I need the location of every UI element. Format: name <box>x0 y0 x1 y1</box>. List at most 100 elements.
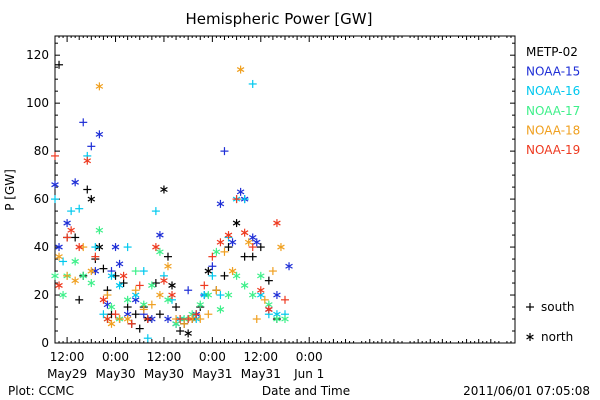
star-stroke <box>164 316 172 322</box>
data-point-south <box>176 315 185 324</box>
data-point-south <box>248 79 257 88</box>
data-point-north <box>148 315 156 324</box>
x-tick-date-label: May30 <box>144 367 184 381</box>
x-tick-date-label: May30 <box>95 367 135 381</box>
star-stroke <box>87 196 96 202</box>
data-point-south <box>75 295 84 304</box>
star-stroke <box>55 282 63 288</box>
chart-title: Hemispheric Power [GW] <box>186 10 373 28</box>
star-stroke <box>228 239 237 245</box>
data-point-north <box>232 271 241 280</box>
y-tick-label: 20 <box>34 288 49 302</box>
data-point-south <box>131 267 140 276</box>
star-stroke <box>240 230 249 236</box>
data-point-north <box>71 257 79 266</box>
data-point-south <box>172 303 181 312</box>
data-point-north <box>95 243 104 252</box>
data-point-south <box>103 291 112 300</box>
star-stroke <box>188 311 196 317</box>
data-point-south <box>139 267 148 276</box>
data-point-north <box>107 271 116 280</box>
data-point-north <box>107 303 116 312</box>
data-point-south <box>155 310 164 319</box>
star-stroke <box>188 316 196 322</box>
legend-entry: NOAA-15 <box>526 65 580 79</box>
star-stroke <box>184 330 192 336</box>
star-stroke <box>164 297 172 303</box>
star-stroke <box>526 334 534 340</box>
legend-entry: NOAA-16 <box>526 84 580 98</box>
data-point-south <box>208 271 217 280</box>
star-stroke <box>160 278 168 284</box>
data-point-north <box>59 291 67 300</box>
star-stroke <box>156 292 164 298</box>
data-point-south <box>264 276 273 285</box>
data-point-north <box>204 291 213 300</box>
data-point-north <box>156 247 164 256</box>
data-point-south <box>115 315 124 324</box>
data-point-south <box>184 286 193 295</box>
data-point-south <box>163 252 172 261</box>
data-point-north <box>164 262 172 271</box>
star-stroke <box>257 273 265 279</box>
x-tick-time-label: 0:00 <box>296 350 323 364</box>
data-point-south <box>240 252 249 261</box>
y-tick-label: 40 <box>34 240 49 254</box>
data-point-south <box>135 281 144 290</box>
star-stroke <box>71 179 79 185</box>
y-tick-label: 0 <box>41 336 49 350</box>
y-axis-label: P [GW] <box>3 169 17 211</box>
data-point-north <box>273 291 281 300</box>
star-stroke <box>232 273 241 279</box>
star-stroke <box>281 316 289 322</box>
data-point-north <box>91 267 100 276</box>
star-stroke <box>232 220 241 226</box>
data-point-north <box>236 187 245 196</box>
data-point-north <box>115 281 124 290</box>
data-point-north <box>240 281 249 290</box>
y-tick-label: 80 <box>34 144 49 158</box>
data-point-south <box>143 334 152 343</box>
data-point-north <box>164 315 172 324</box>
star-stroke <box>285 263 293 269</box>
star-stroke <box>196 302 205 308</box>
data-point-south <box>176 327 185 336</box>
data-point-south <box>192 310 201 319</box>
data-point-north <box>71 276 79 285</box>
data-point-south <box>127 319 136 328</box>
data-point-south <box>87 142 96 151</box>
data-point-south <box>123 303 132 312</box>
star-stroke <box>216 239 225 245</box>
data-point-south <box>240 195 249 204</box>
data-point-north <box>236 65 245 74</box>
star-stroke <box>111 244 120 250</box>
data-point-north <box>277 243 285 252</box>
star-stroke <box>168 282 176 288</box>
star-stroke <box>95 83 104 89</box>
star-stroke <box>228 268 237 274</box>
star-stroke <box>180 316 188 322</box>
star-stroke <box>168 292 176 298</box>
data-point-south <box>111 310 120 319</box>
data-point-south <box>131 310 140 319</box>
data-point-north <box>51 271 59 280</box>
data-point-south <box>151 279 160 288</box>
data-point-south <box>268 267 277 276</box>
star-stroke <box>257 287 265 293</box>
star-stroke <box>75 244 83 250</box>
legend-symbol-label: south <box>541 300 575 314</box>
data-point-north <box>83 156 92 165</box>
data-point-north <box>224 231 233 240</box>
legend: METP-02 NOAA-15 NOAA-16 NOAA-17 NOAA-18 NOAA-… <box>526 45 580 157</box>
star-stroke <box>119 273 128 279</box>
data-point-north <box>212 247 221 256</box>
star-stroke <box>95 131 104 137</box>
x-tick-time-label: 12:00 <box>50 350 85 364</box>
star-stroke <box>83 158 92 164</box>
star-stroke <box>67 227 75 233</box>
data-point-north <box>228 238 237 247</box>
star-stroke <box>257 292 265 298</box>
data-point-south <box>71 233 80 242</box>
y-axis: 0 20 40 60 80 100 120 <box>26 42 515 350</box>
